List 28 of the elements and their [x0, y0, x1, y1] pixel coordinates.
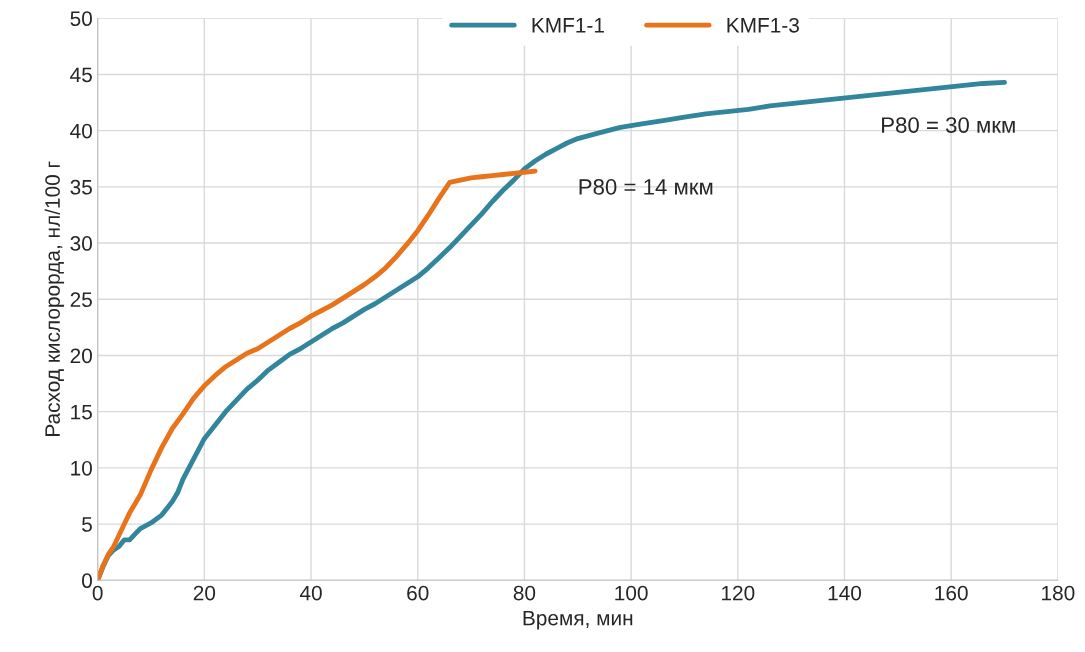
y-axis-title: Расход кислорорда, нл/100 г: [44, 161, 65, 436]
annotation: P80 = 14 мкм: [579, 179, 713, 195]
y-tick-label: 35: [70, 179, 92, 195]
y-tick-label: 25: [70, 292, 92, 308]
x-tick-label: 80: [513, 585, 536, 601]
y-tick-label: 15: [71, 404, 92, 420]
x-tick-label: 20: [193, 585, 216, 601]
x-tick-label: 160: [935, 585, 968, 601]
y-tick-label: 30: [70, 236, 92, 251]
annotation: P80 = 30 мкм: [882, 117, 1015, 133]
x-tick-label: 40: [299, 585, 322, 601]
legend-label: KMF1-1: [532, 18, 604, 33]
y-tick-label: 0: [82, 573, 92, 589]
y-tick-label: 20: [70, 348, 92, 364]
y-tick-label: 40: [70, 123, 92, 139]
x-tick-label: 180: [1042, 585, 1075, 601]
y-tick-label: 45: [70, 67, 92, 83]
x-tick-label: 100: [615, 585, 648, 601]
x-tick-label: 0: [92, 585, 103, 601]
line-series: [97, 168, 538, 581]
legend-label: KMF1-3: [727, 17, 799, 33]
x-tick-label: 120: [722, 585, 755, 601]
y-tick-label: 50: [70, 11, 92, 27]
x-tick-label: 140: [828, 585, 862, 601]
x-tick-label: 60: [407, 585, 429, 601]
y-tick-label: 10: [71, 460, 92, 476]
y-tick-label: 5: [82, 517, 92, 532]
x-axis-title: Время, мин: [523, 610, 633, 630]
